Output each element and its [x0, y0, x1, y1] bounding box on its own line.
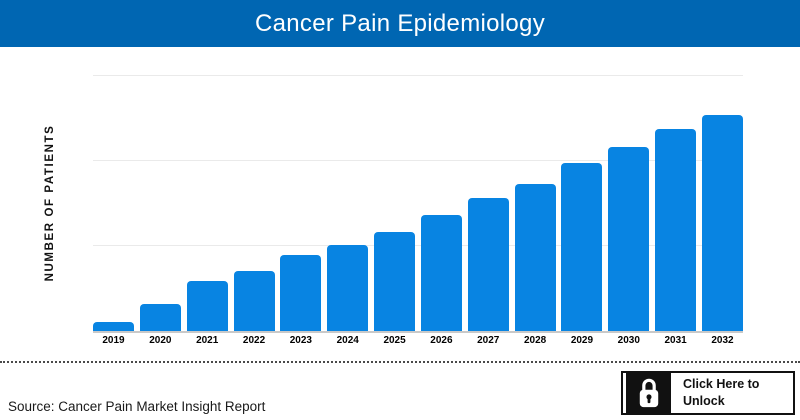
bar-series	[93, 75, 743, 331]
bar-2021	[186, 280, 228, 331]
page-title: Cancer Pain Epidemiology	[254, 9, 546, 37]
bar-2031	[655, 129, 697, 331]
x-tick-2024: 2024	[336, 335, 359, 346]
x-tick-2021: 2021	[196, 335, 219, 346]
bar-2025	[374, 231, 416, 331]
gridline	[93, 75, 743, 76]
x-tick-2030: 2030	[617, 335, 640, 346]
unlock-button-label[interactable]: Click Here to Unlock	[671, 373, 759, 413]
x-tick-2020: 2020	[149, 335, 172, 346]
bar-chart	[93, 75, 743, 333]
x-tick-2019: 2019	[102, 335, 125, 346]
bar-2028	[514, 184, 556, 331]
lock-icon	[626, 373, 671, 413]
x-tick-2028: 2028	[523, 335, 547, 346]
unlock-label-line1: Click Here to	[683, 377, 760, 391]
x-tick-2032: 2032	[711, 335, 734, 346]
bar-2032	[701, 114, 743, 331]
x-tick-2022: 2022	[242, 335, 266, 346]
x-tick-2029: 2029	[570, 335, 594, 346]
gridline	[93, 160, 743, 161]
bar-2024	[327, 244, 369, 331]
unlock-label-line2: Unlock	[683, 394, 725, 408]
y-axis-title: NUMBER OF PATIENTS	[44, 124, 56, 282]
bar-2022	[233, 270, 275, 331]
x-tick-2025: 2025	[383, 335, 406, 346]
x-tick-2031: 2031	[664, 335, 687, 346]
gridline	[93, 245, 743, 246]
x-tick-2027: 2027	[477, 335, 500, 346]
bar-2019	[93, 321, 134, 331]
bar-2027	[467, 198, 509, 331]
title-bar: Cancer Pain Epidemiology	[0, 0, 800, 47]
x-tick-2023: 2023	[289, 335, 312, 346]
source-text: Source: Cancer Pain Market Insight Repor…	[8, 399, 266, 414]
footer-divider	[0, 361, 800, 363]
unlock-button[interactable]: Click Here to Unlock	[621, 371, 795, 415]
x-tick-2026: 2026	[430, 335, 453, 346]
bar-2030	[608, 146, 650, 331]
bar-2023	[280, 255, 322, 331]
bar-2029	[561, 163, 603, 331]
x-axis-labels: 2019 2020 2021 2022 2023 2024 2025 2026 2027 2028…	[93, 335, 743, 346]
bar-2026	[420, 215, 462, 331]
bar-2020	[139, 304, 181, 331]
